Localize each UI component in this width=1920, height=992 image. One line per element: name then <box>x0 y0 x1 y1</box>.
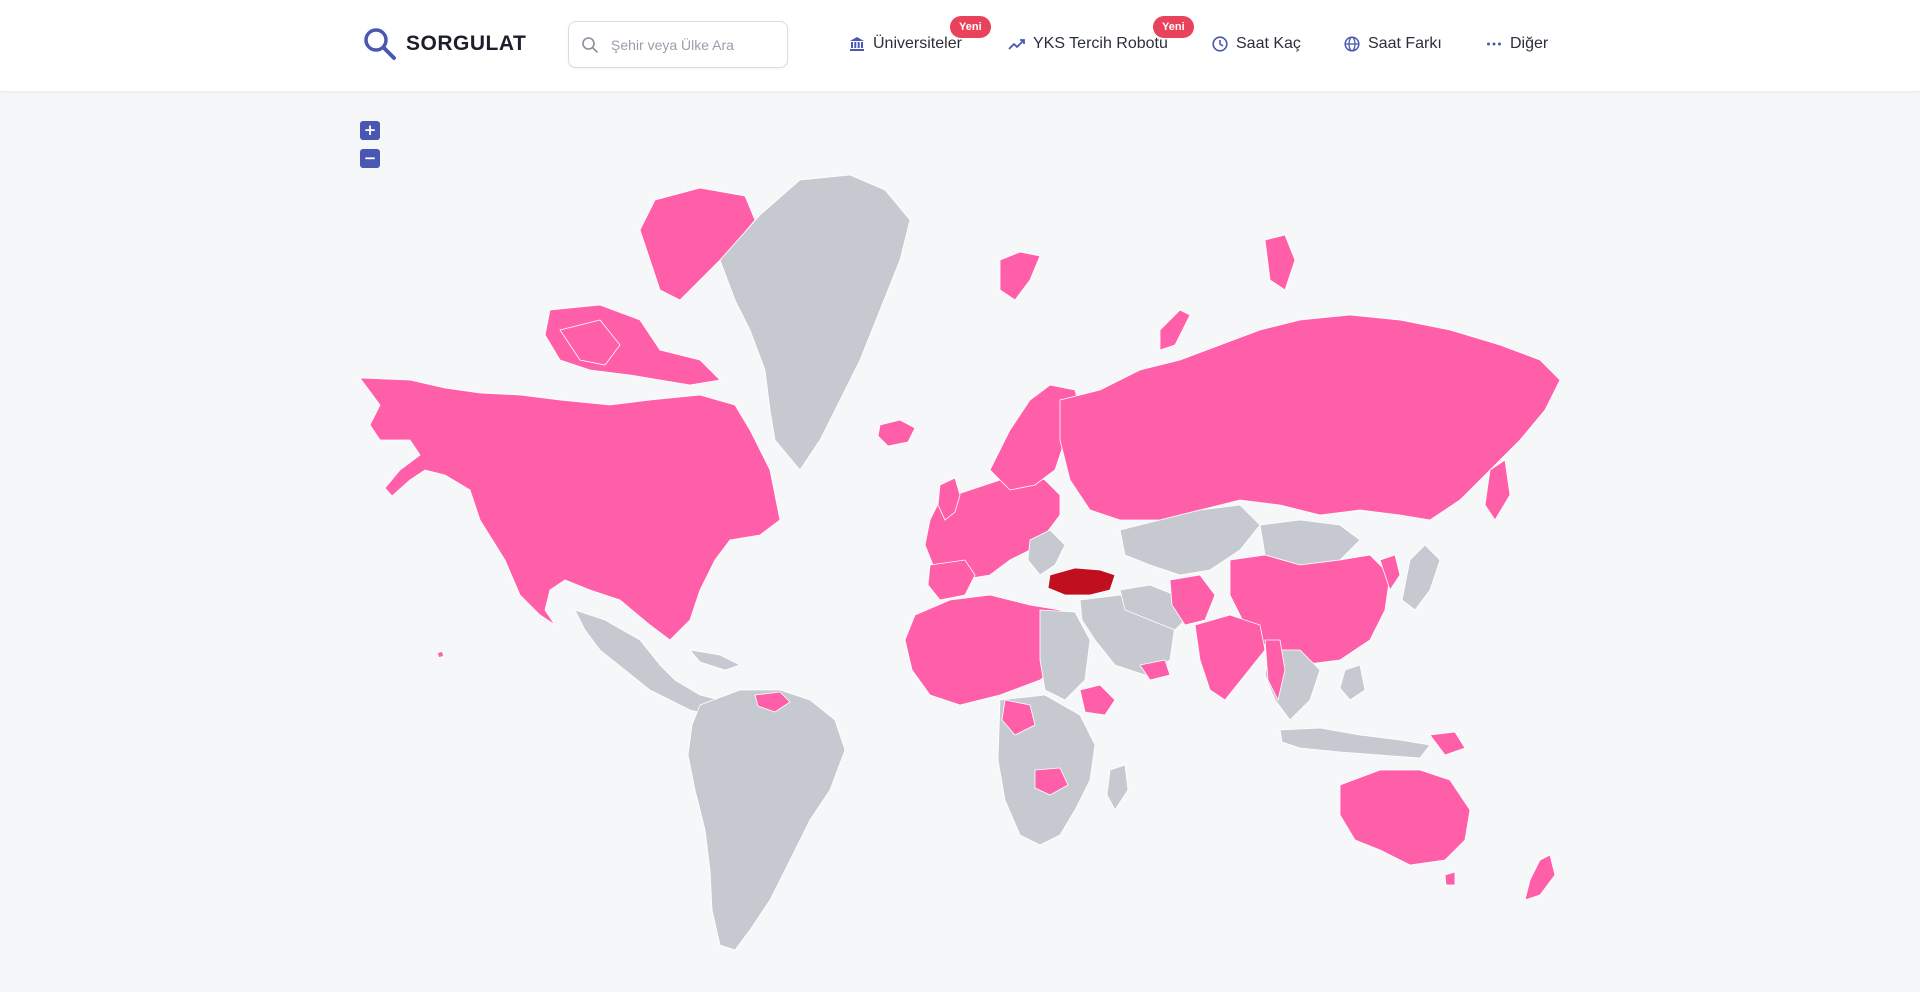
region-south-america <box>687 689 846 951</box>
nav-universities[interactable]: Üniversiteler <box>848 32 962 56</box>
region-central-asia <box>1119 504 1261 576</box>
region-afghanistan-pakistan <box>1169 574 1216 626</box>
region-arctic-islands-2 <box>639 187 756 301</box>
region-indonesia <box>1279 727 1431 759</box>
region-myanmar <box>1264 639 1286 702</box>
region-korea <box>1379 554 1401 591</box>
world-map-area: + − <box>0 92 1920 992</box>
region-japan <box>1401 544 1441 611</box>
nav-saat-farki-label: Saat Farkı <box>1368 35 1442 52</box>
region-tasmania <box>1444 871 1456 886</box>
search-icon <box>582 36 598 53</box>
search-box <box>568 21 788 68</box>
brand-logo[interactable]: SORGULAT <box>362 24 526 64</box>
region-new-zealand <box>1524 854 1556 901</box>
region-turkey <box>1047 567 1116 596</box>
nav-diger[interactable]: Diğer <box>1485 32 1548 56</box>
region-arctic-islands-3 <box>559 319 621 366</box>
zoom-in-button[interactable]: + <box>360 121 380 140</box>
nav-yks-robot[interactable]: YKS Tercih Robotu <box>1008 32 1168 56</box>
brand-name: SORGULAT <box>406 32 527 55</box>
region-sakhalin <box>1484 459 1511 521</box>
zoom-out-button[interactable]: − <box>360 149 380 168</box>
region-yemen <box>1139 659 1171 681</box>
nav-yks-robot-label: YKS Tercih Robotu <box>1033 35 1168 52</box>
region-india <box>1194 614 1266 701</box>
bank-icon <box>848 35 866 53</box>
region-venezuela <box>754 691 791 713</box>
nav-saat-farki[interactable]: Saat Farkı <box>1343 32 1442 56</box>
region-russia <box>1059 314 1561 521</box>
nav-saat-kac-label: Saat Kaç <box>1236 35 1301 52</box>
clock-icon <box>1211 35 1229 53</box>
region-uk <box>937 477 961 521</box>
region-zambia <box>1034 767 1069 796</box>
top-navbar: SORGULAT Üniversiteler Yeni <box>0 0 1920 92</box>
nav-diger-label: Diğer <box>1510 35 1549 52</box>
region-ethiopia <box>1079 684 1116 716</box>
search-input[interactable] <box>609 35 773 54</box>
region-philippines <box>1339 664 1366 701</box>
region-iceland <box>877 419 916 447</box>
region-greenland <box>719 174 911 471</box>
globe-icon <box>1343 35 1361 53</box>
region-balkans <box>1027 529 1066 576</box>
region-north-islands <box>1264 234 1296 291</box>
nav-saat-kac[interactable]: Saat Kaç <box>1211 32 1301 56</box>
region-iberia <box>927 559 976 601</box>
region-madagascar <box>1106 764 1129 811</box>
region-gulf-of-guinea <box>1001 699 1036 736</box>
region-central-america <box>574 609 721 716</box>
nav-universities-label: Üniversiteler <box>873 35 962 52</box>
region-australia <box>1339 769 1471 866</box>
region-svalbard <box>999 251 1041 301</box>
region-novaya-zemlya <box>1159 309 1191 351</box>
world-map[interactable] <box>0 92 1920 992</box>
more-dots-icon <box>1485 35 1503 53</box>
magnifier-icon <box>364 28 396 60</box>
new-badge-universities: Yeni <box>950 16 991 38</box>
region-north-america <box>359 377 781 641</box>
new-badge-yks: Yeni <box>1153 16 1194 38</box>
region-caribbean <box>689 649 742 671</box>
trending-up-icon <box>1008 35 1026 53</box>
region-egypt-sudan <box>1039 609 1091 701</box>
region-png <box>1429 731 1466 756</box>
region-hawaii <box>438 652 443 657</box>
